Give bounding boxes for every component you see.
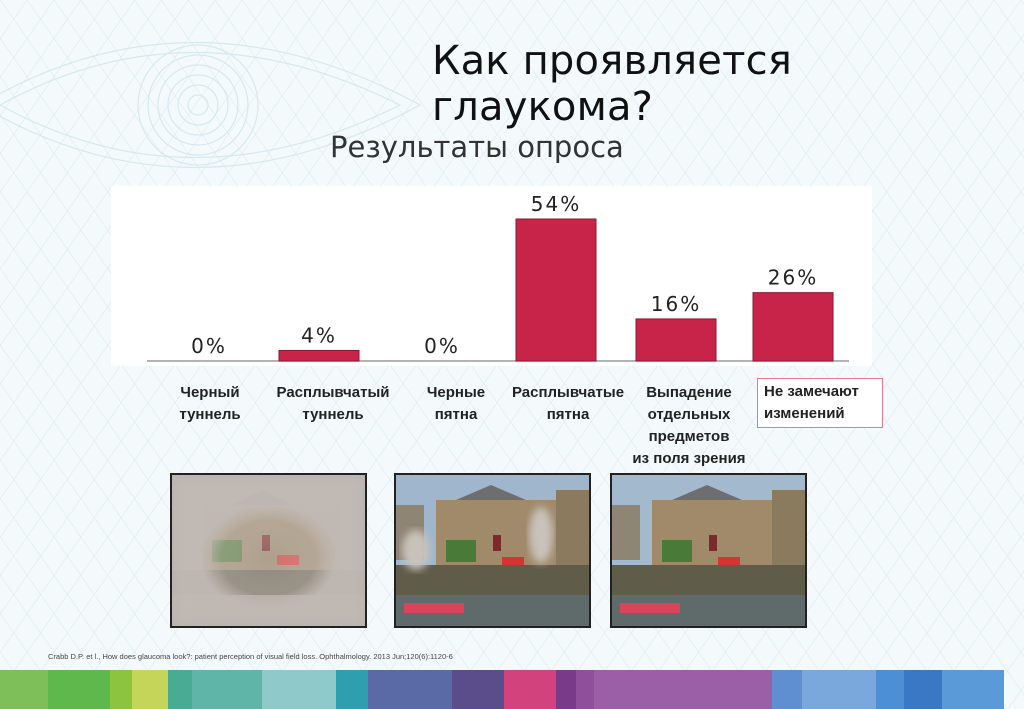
- stripe-segment: [132, 670, 168, 709]
- stripe-segment: [262, 670, 336, 709]
- data-label-0: 0%: [191, 334, 227, 358]
- bar-5: [752, 292, 834, 362]
- category-label-line: изменений: [764, 405, 845, 422]
- stripe-segment: [0, 670, 48, 709]
- category-label-line: отдельных: [647, 406, 731, 423]
- stripe-segment: [876, 670, 904, 709]
- category-label-line: Черный: [180, 384, 240, 401]
- category-label-line: из поля зрения: [632, 450, 746, 467]
- stripe-segment: [336, 670, 368, 709]
- category-label-0: Черный туннель: [140, 382, 280, 426]
- survey-bar-chart: 0% 4% 0% 54% 16% 26%: [147, 192, 849, 362]
- eye-watermark-icon: [0, 42, 422, 168]
- blurred-spots-photo: [394, 473, 591, 628]
- stripe-segment: [452, 670, 504, 709]
- category-label-line: Расплывчатый: [276, 384, 390, 401]
- bar-4: [635, 318, 717, 362]
- blurred-tunnel-photo: [170, 473, 367, 628]
- stripe-segment: [110, 670, 132, 709]
- stripe-segment: [904, 670, 942, 709]
- stripe-segment: [772, 670, 802, 709]
- stripe-segment: [192, 670, 262, 709]
- no-change-photo: [610, 473, 807, 628]
- category-label-line: Расплывчатые: [511, 384, 625, 401]
- category-label-1: Расплывчатый туннель: [263, 382, 403, 426]
- data-label-3: 54%: [531, 192, 581, 216]
- data-label-1: 4%: [301, 323, 337, 347]
- citation: Crabb D.P. et l., How does glaucoma look…: [48, 652, 453, 661]
- category-label-2: Черные пятна: [386, 382, 526, 426]
- slide-title: Как проявляется глаукома?: [432, 38, 793, 130]
- stripe-segment: [48, 670, 110, 709]
- category-label-5: Не замечают изменений: [757, 378, 883, 428]
- category-label-line: Выпадение: [646, 384, 732, 401]
- data-label-2: 0%: [424, 334, 460, 358]
- category-label-line: Черные: [426, 384, 486, 401]
- stripe-segment: [368, 670, 452, 709]
- bar-3: [515, 218, 597, 362]
- stripe-segment: [576, 670, 594, 709]
- stripe-segment: [594, 670, 772, 709]
- category-label-line: Не замечают: [764, 383, 859, 400]
- chart-subtitle: Результаты опроса: [330, 130, 624, 164]
- stripe-segment: [802, 670, 876, 709]
- stripe-segment: [504, 670, 556, 709]
- category-label-line: пятна: [546, 406, 590, 423]
- category-label-line: предметов: [648, 428, 730, 445]
- category-label-line: туннель: [302, 406, 364, 423]
- data-label-4: 16%: [651, 292, 701, 316]
- category-label-3: Расплывчатые пятна: [498, 382, 638, 426]
- category-label-4: Выпадение отдельных предметов из поля зрени…: [619, 382, 759, 470]
- stripe-segment: [556, 670, 576, 709]
- decorative-stripe: [0, 670, 1024, 709]
- stripe-segment: [942, 670, 1004, 709]
- chart-panel: [111, 186, 872, 366]
- category-label-line: туннель: [179, 406, 241, 423]
- bar-1: [278, 349, 360, 362]
- data-label-5: 26%: [768, 266, 818, 290]
- stripe-segment: [168, 670, 192, 709]
- category-label-line: пятна: [434, 406, 478, 423]
